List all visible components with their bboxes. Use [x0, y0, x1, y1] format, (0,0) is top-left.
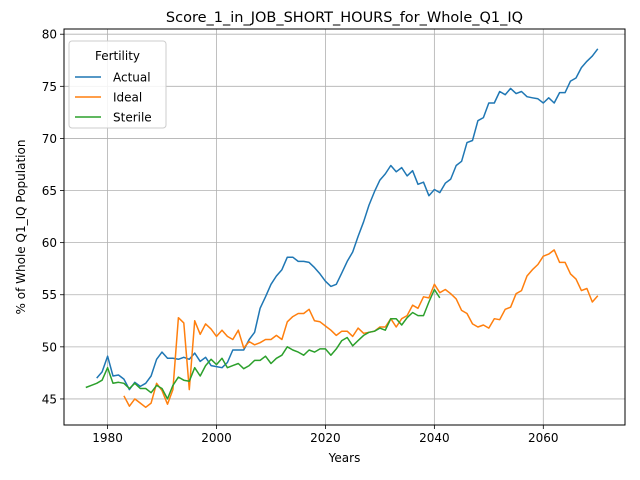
- legend-label-actual: Actual: [113, 71, 151, 85]
- y-tick-label: 60: [42, 236, 57, 250]
- legend-box: [68, 40, 167, 129]
- legend-label-ideal: Ideal: [113, 91, 142, 105]
- x-tick-label: 1980: [92, 431, 123, 445]
- y-tick-label: 45: [42, 392, 57, 406]
- series-line-ideal: [123, 249, 599, 409]
- y-axis-label: % of Whole Q1_IQ Population: [14, 140, 28, 315]
- y-tick-label: 75: [42, 80, 57, 94]
- x-axis-label: Years: [328, 451, 361, 465]
- chart-title: Score_1_in_JOB_SHORT_HOURS_for_Whole_Q1_…: [166, 10, 523, 26]
- legend-entries: Actual Ideal Sterile: [75, 71, 152, 125]
- legend-title: Fertility: [95, 49, 140, 63]
- y-axis-ticks: 45 50 55 60 65 70 75 80: [42, 28, 64, 406]
- gridlines: [64, 29, 625, 425]
- legend: Fertility Actual Ideal Sterile: [68, 40, 167, 129]
- series-line-sterile: [85, 288, 441, 400]
- plot-frame: [63, 28, 626, 426]
- y-tick-label: 70: [42, 132, 57, 146]
- x-tick-label: 2060: [528, 431, 559, 445]
- x-tick-label: 2000: [201, 431, 232, 445]
- x-axis-ticks: 1980 2000 2020 2040 2060: [92, 425, 559, 445]
- x-tick-label: 2020: [310, 431, 341, 445]
- series-layer: [85, 48, 599, 409]
- legend-label-sterile: Sterile: [113, 111, 152, 125]
- y-tick-label: 50: [42, 340, 57, 354]
- y-tick-label: 80: [42, 28, 57, 42]
- series-line-actual: [96, 48, 599, 391]
- y-tick-label: 65: [42, 184, 57, 198]
- x-tick-label: 2040: [419, 431, 450, 445]
- y-tick-label: 55: [42, 288, 57, 302]
